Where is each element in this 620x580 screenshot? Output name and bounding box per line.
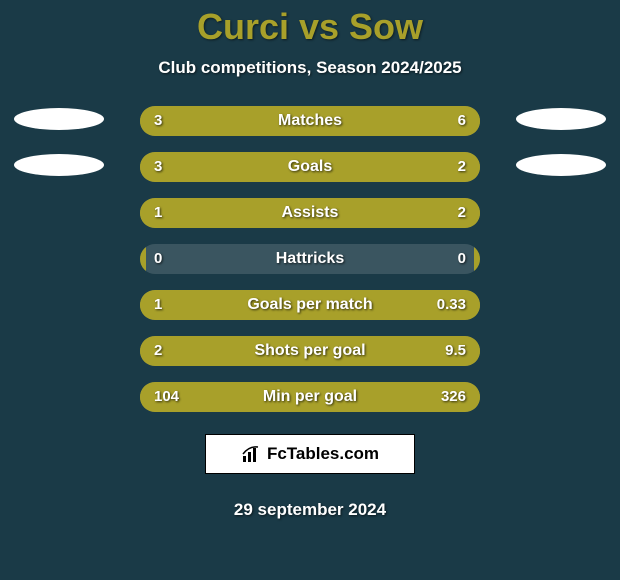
stat-bar: 10.33Goals per match (140, 290, 480, 320)
stats-rows: 36Matches 32Goals 12Assists 00Hattricks 10.3… (0, 106, 620, 412)
stat-bar: 104326Min per goal (140, 382, 480, 412)
stat-label: Shots per goal (140, 336, 480, 366)
stat-label: Goals (140, 152, 480, 182)
brand-text: FcTables.com (267, 444, 379, 464)
team-logo-right (516, 103, 606, 139)
date-text: 29 september 2024 (0, 500, 620, 520)
stat-row: 00Hattricks (0, 244, 620, 274)
stat-label: Assists (140, 198, 480, 228)
logo-placeholder-icon (14, 108, 104, 130)
stat-row: 32Goals (0, 152, 620, 182)
stat-label: Matches (140, 106, 480, 136)
logo-placeholder-icon (14, 154, 104, 176)
logo-placeholder-icon (516, 154, 606, 176)
stat-bar: 32Goals (140, 152, 480, 182)
stat-bar: 36Matches (140, 106, 480, 136)
stat-row: 12Assists (0, 198, 620, 228)
stat-row: 29.5Shots per goal (0, 336, 620, 366)
page-title: Curci vs Sow (0, 6, 620, 48)
logo-placeholder-icon (516, 108, 606, 130)
team-logo-right (516, 149, 606, 185)
stat-bar: 29.5Shots per goal (140, 336, 480, 366)
stat-label: Min per goal (140, 382, 480, 412)
stat-row: 104326Min per goal (0, 382, 620, 412)
stat-label: Goals per match (140, 290, 480, 320)
subtitle: Club competitions, Season 2024/2025 (0, 58, 620, 78)
team-logo-left (14, 103, 104, 139)
stat-row: 10.33Goals per match (0, 290, 620, 320)
stat-bar: 12Assists (140, 198, 480, 228)
chart-icon (241, 444, 261, 464)
stat-label: Hattricks (140, 244, 480, 274)
stat-bar: 00Hattricks (140, 244, 480, 274)
team-logo-left (14, 149, 104, 185)
stat-row: 36Matches (0, 106, 620, 136)
brand-badge: FcTables.com (205, 434, 415, 474)
